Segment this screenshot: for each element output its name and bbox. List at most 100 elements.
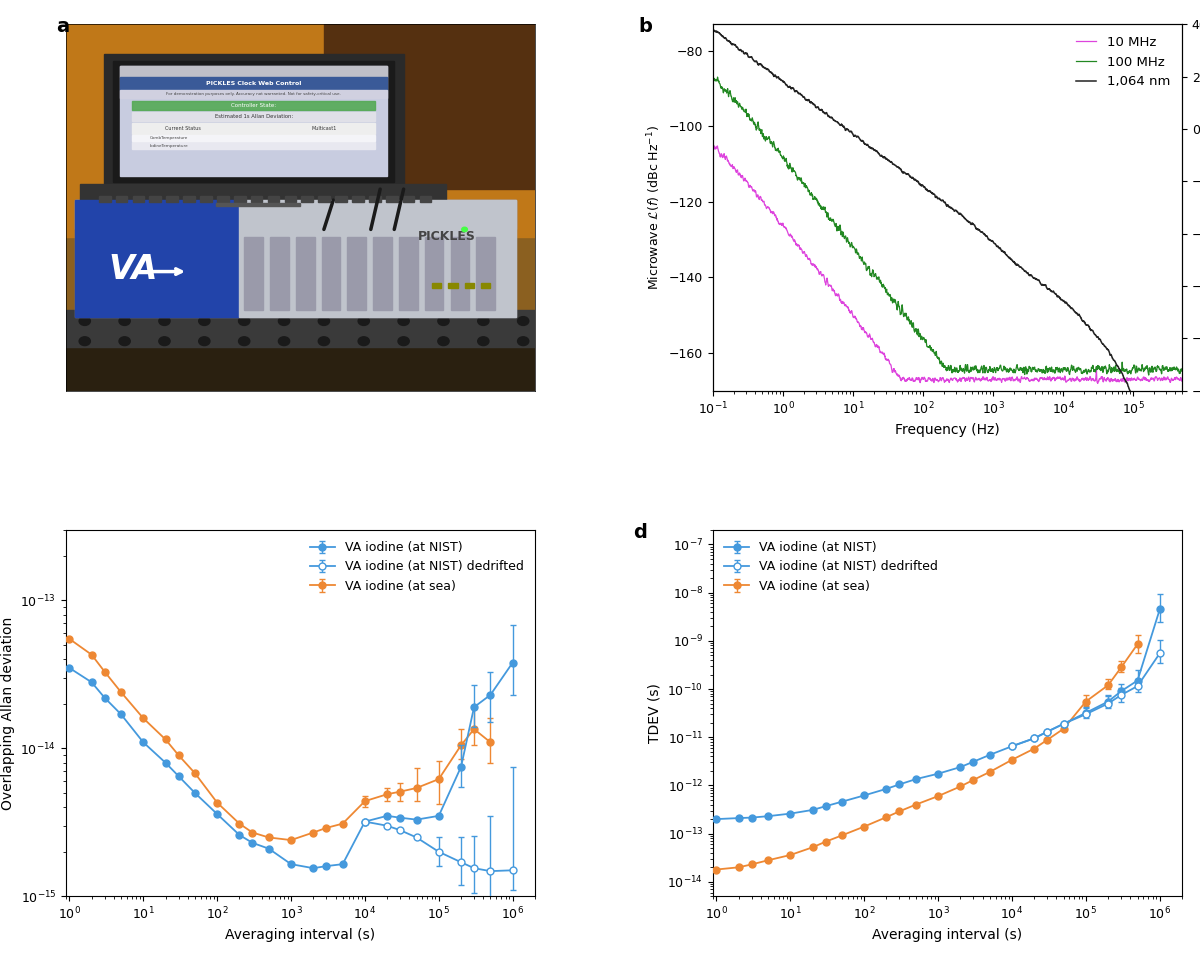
10 MHz (706, 140, 720, 151)
Text: IodineTemperature: IodineTemperature (150, 143, 188, 147)
Bar (295, 236, 314, 310)
Bar (66, 310, 535, 347)
Bar (464, 283, 474, 288)
Bar (184, 197, 194, 202)
1,064 nm (1162, 446, 1176, 457)
Bar (352, 197, 364, 202)
Circle shape (318, 337, 330, 346)
100 MHz (1162, 364, 1176, 376)
100 MHz (1141, 369, 1156, 381)
Bar (270, 236, 289, 310)
1,064 nm (706, 23, 720, 35)
Text: For demonstration purposes only. Accuracy not warranted. Not for safety-critical: For demonstration purposes only. Accurac… (166, 92, 341, 96)
Legend: VA iodine (at NIST), VA iodine (at NIST) dedrifted, VA iodine (at sea): VA iodine (at NIST), VA iodine (at NIST)… (305, 536, 529, 598)
10 MHz (1162, 373, 1176, 385)
Circle shape (358, 317, 370, 326)
Line: 1,064 nm: 1,064 nm (713, 29, 1182, 465)
100 MHz (710, 72, 725, 83)
Text: a: a (56, 16, 70, 36)
X-axis label: Frequency (Hz): Frequency (Hz) (895, 422, 1000, 436)
Polygon shape (103, 53, 403, 189)
Bar (476, 236, 496, 310)
10 MHz (1175, 375, 1189, 387)
1,064 nm (1160, 446, 1175, 457)
Bar (66, 24, 535, 236)
Bar (322, 236, 341, 310)
Text: Controller State:: Controller State: (232, 104, 276, 109)
Bar (132, 135, 376, 141)
Bar (113, 61, 395, 182)
Circle shape (158, 317, 170, 326)
Bar (120, 66, 388, 78)
Bar (76, 201, 516, 318)
Circle shape (119, 317, 131, 326)
Bar (167, 197, 178, 202)
Bar (373, 236, 392, 310)
100 MHz (1162, 365, 1176, 377)
Bar (115, 197, 127, 202)
100 MHz (922, 341, 936, 353)
Text: d: d (634, 522, 647, 542)
Text: Estimated 1s Allan Deviation:: Estimated 1s Allan Deviation: (215, 114, 293, 119)
Circle shape (199, 337, 210, 346)
Bar (132, 197, 144, 202)
Bar (98, 197, 110, 202)
Bar (432, 283, 442, 288)
Bar (481, 283, 491, 288)
Bar (80, 183, 446, 207)
Circle shape (438, 317, 449, 326)
Bar (324, 24, 535, 189)
Circle shape (79, 337, 90, 346)
X-axis label: Averaging interval (s): Averaging interval (s) (872, 928, 1022, 942)
Text: CombTemperature: CombTemperature (150, 137, 188, 141)
Bar (120, 78, 388, 90)
Bar (301, 197, 313, 202)
Bar (268, 197, 280, 202)
Circle shape (158, 337, 170, 346)
Circle shape (119, 337, 131, 346)
Bar (347, 236, 366, 310)
1,064 nm (730, 42, 744, 53)
Legend: VA iodine (at NIST), VA iodine (at NIST) dedrifted, VA iodine (at sea): VA iodine (at NIST), VA iodine (at NIST)… (719, 536, 943, 598)
Bar (132, 123, 376, 134)
1,064 nm (1075, 315, 1090, 327)
X-axis label: Averaging interval (s): Averaging interval (s) (226, 928, 376, 942)
Text: PICKLES Clock Web Control: PICKLES Clock Web Control (206, 81, 301, 86)
Bar (200, 197, 212, 202)
Text: PICKLES: PICKLES (418, 231, 475, 243)
Text: b: b (638, 16, 652, 36)
Bar (403, 197, 414, 202)
Circle shape (462, 227, 467, 232)
Circle shape (358, 337, 370, 346)
Text: Current Status: Current Status (166, 126, 202, 131)
1,064 nm (1175, 459, 1189, 471)
Circle shape (517, 317, 529, 326)
Bar (244, 236, 263, 310)
Bar (120, 66, 388, 176)
Bar (76, 201, 240, 318)
Bar (425, 236, 444, 310)
10 MHz (1075, 373, 1090, 385)
Circle shape (278, 317, 289, 326)
Bar (132, 112, 376, 121)
100 MHz (1175, 362, 1189, 374)
Line: 10 MHz: 10 MHz (713, 145, 1182, 384)
Circle shape (478, 337, 488, 346)
100 MHz (730, 96, 744, 108)
Bar (66, 335, 535, 391)
Bar (132, 101, 376, 110)
Circle shape (278, 337, 289, 346)
100 MHz (934, 356, 948, 367)
Y-axis label: Microwave $\mathcal{L}(f)$ (dBc Hz$^{-1}$): Microwave $\mathcal{L}(f)$ (dBc Hz$^{-1}… (646, 125, 664, 290)
Bar (420, 197, 431, 202)
Bar (120, 90, 388, 98)
Bar (450, 236, 469, 310)
Text: Multicast1: Multicast1 (311, 126, 336, 131)
Y-axis label: Overlapping Allan deviation: Overlapping Allan deviation (1, 616, 14, 810)
Bar (251, 197, 263, 202)
Bar (132, 142, 376, 149)
Circle shape (318, 317, 330, 326)
Circle shape (478, 317, 488, 326)
Circle shape (398, 317, 409, 326)
Bar (335, 197, 347, 202)
